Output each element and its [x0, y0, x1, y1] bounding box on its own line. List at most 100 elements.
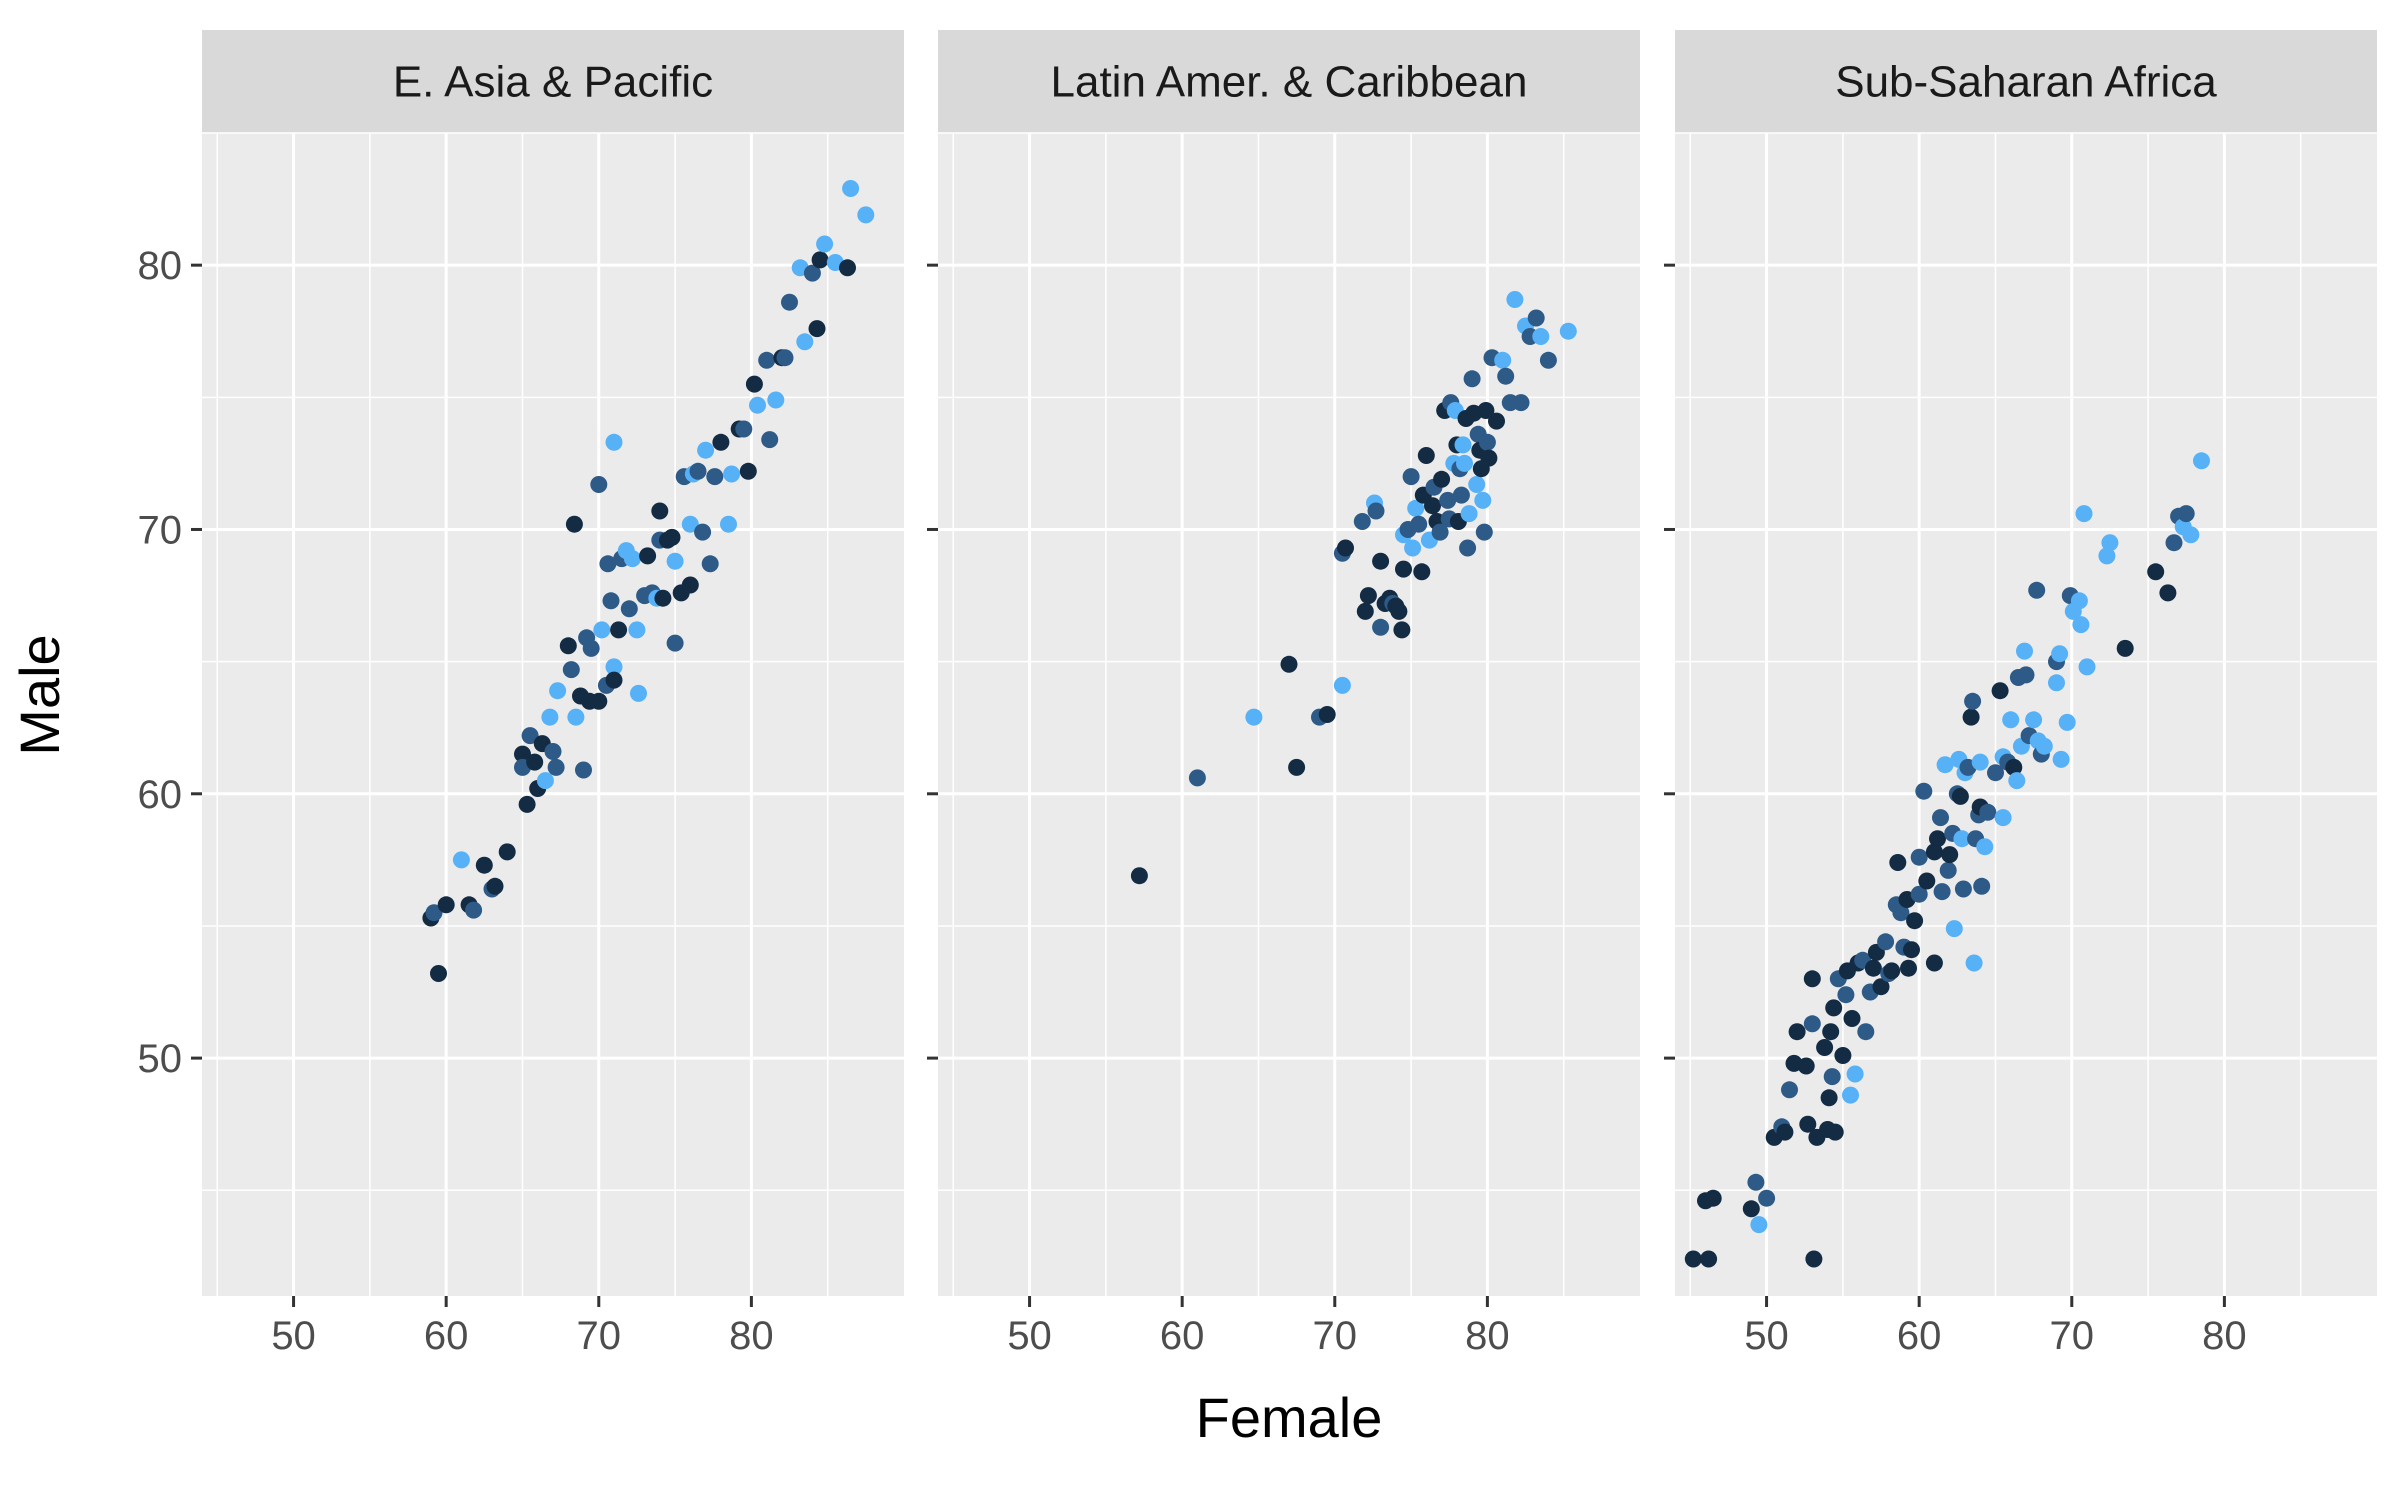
data-point — [1130, 867, 1148, 885]
data-point — [739, 462, 757, 480]
data-point — [1953, 830, 1971, 848]
data-point — [630, 684, 647, 702]
data-point — [1987, 764, 2004, 782]
data-point — [2016, 642, 2033, 660]
facet-strip — [202, 30, 904, 133]
data-point — [681, 515, 699, 533]
data-point — [2177, 505, 2195, 523]
facet-strip-title: E. Asia & Pacific — [393, 58, 713, 107]
data-point — [1889, 854, 1907, 871]
data-point — [1918, 872, 1936, 890]
facet-panel: Latin Amer. & Caribbean 50 60 70 80 — [927, 30, 1640, 1358]
data-point — [1872, 978, 1890, 996]
data-point — [1459, 539, 1477, 557]
data-point — [602, 592, 620, 610]
facet-panel: E. Asia & Pacific 50 60 70 80 50 60 70 80 — [138, 30, 904, 1358]
data-point — [1417, 447, 1435, 464]
x-tick-label: 50 — [1007, 1314, 1052, 1358]
data-point — [2165, 534, 2183, 552]
data-point — [1475, 523, 1493, 541]
data-point — [593, 621, 611, 639]
data-point — [1900, 959, 1917, 977]
data-point — [1333, 676, 1351, 694]
data-point — [521, 727, 539, 745]
data-point — [1903, 941, 1920, 959]
data-point — [567, 708, 585, 726]
data-point — [2193, 452, 2210, 470]
data-point — [526, 753, 544, 771]
data-point — [1973, 877, 1991, 895]
data-point — [1971, 753, 1989, 771]
facet-strip-title: Sub-Saharan Africa — [1835, 58, 2217, 107]
data-point — [1991, 682, 2009, 700]
data-point — [1404, 539, 1422, 557]
data-point — [1433, 470, 1451, 488]
y-tick-label: 80 — [138, 244, 183, 288]
data-point — [2035, 737, 2053, 755]
data-point — [796, 333, 814, 351]
data-point — [2028, 581, 2046, 599]
data-point — [1424, 497, 1441, 515]
data-point — [1925, 954, 1943, 972]
data-point — [1188, 769, 1206, 787]
data-point — [1805, 1250, 1823, 1268]
data-point — [2025, 711, 2043, 729]
data-point — [2058, 713, 2076, 731]
data-point — [654, 589, 672, 607]
data-point — [1337, 539, 1354, 557]
data-point — [623, 550, 641, 568]
data-point — [1951, 787, 1969, 805]
data-point — [599, 555, 617, 573]
data-point — [1822, 1023, 1840, 1041]
data-point — [1480, 449, 1498, 467]
y-tick-label: 70 — [138, 508, 183, 552]
data-point — [1747, 1173, 1765, 1191]
data-point — [1395, 560, 1412, 578]
data-point — [1788, 1023, 1806, 1041]
data-point — [2101, 534, 2119, 552]
data-point — [1976, 838, 1994, 856]
data-point — [1834, 1047, 1852, 1064]
facet-strip — [938, 30, 1640, 133]
x-tick-label: 70 — [2050, 1314, 2095, 1358]
data-point — [1359, 587, 1377, 605]
data-point — [628, 621, 646, 639]
data-point — [498, 843, 516, 861]
data-point — [1962, 708, 1980, 726]
data-point — [811, 251, 829, 269]
data-point — [2008, 772, 2026, 790]
data-point — [541, 708, 559, 726]
data-point — [706, 468, 724, 486]
data-point — [1372, 618, 1390, 636]
data-point — [2048, 674, 2065, 692]
data-point — [1826, 1123, 1844, 1141]
data-point — [1477, 402, 1495, 419]
data-point — [1700, 1250, 1718, 1268]
data-point — [2147, 563, 2165, 581]
data-point — [1497, 367, 1515, 385]
x-axis-title: Female — [1196, 1386, 1383, 1449]
data-point — [590, 692, 608, 710]
data-point — [1857, 1023, 1875, 1041]
data-point — [1488, 412, 1505, 430]
data-point — [1393, 621, 1411, 639]
data-point — [549, 682, 567, 700]
y-axis-title: Male — [8, 634, 71, 755]
data-point — [1781, 1081, 1798, 1099]
data-point — [1910, 848, 1928, 866]
data-point — [1933, 883, 1951, 901]
data-point — [605, 658, 623, 676]
x-tick-label: 60 — [424, 1314, 469, 1358]
data-point — [1750, 1216, 1768, 1234]
data-point — [1979, 803, 1997, 821]
data-point — [1799, 1115, 1817, 1133]
data-point — [2070, 592, 2088, 610]
data-point — [681, 576, 699, 594]
data-point — [605, 433, 623, 451]
data-point — [749, 396, 766, 414]
data-point — [2051, 645, 2069, 663]
panel-background — [938, 133, 1640, 1296]
data-point — [1803, 1015, 1821, 1033]
data-point — [1463, 370, 1481, 388]
data-point — [1932, 809, 1949, 827]
